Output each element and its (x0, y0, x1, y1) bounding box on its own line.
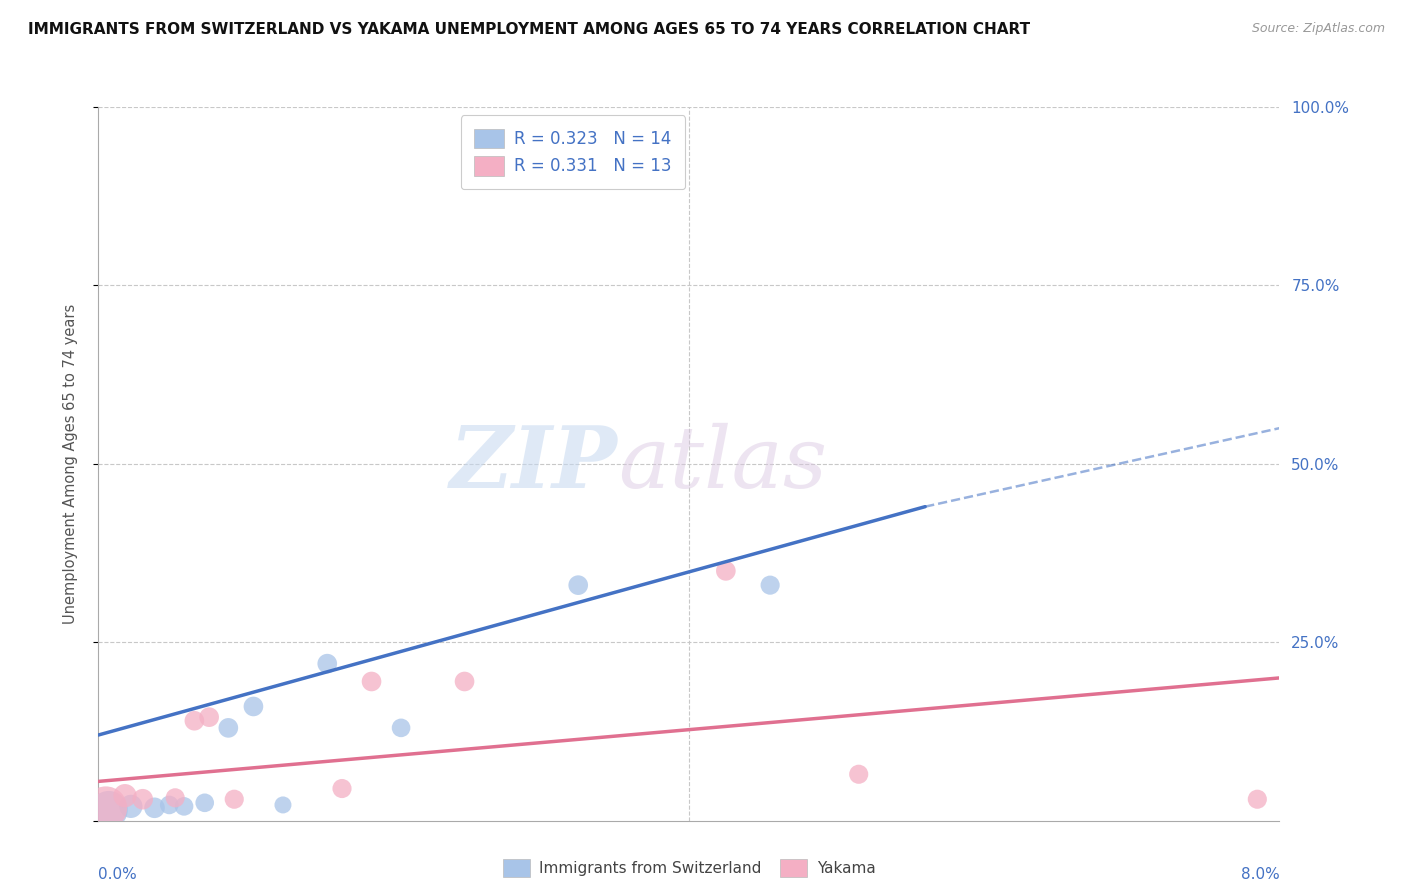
Point (183, 714, 205, 728)
Point (1246, 792, 1268, 806)
Point (242, 699, 264, 714)
Point (132, 792, 155, 806)
Point (453, 674, 475, 689)
Point (759, 578, 782, 592)
Point (194, 796, 217, 810)
Point (157, 797, 180, 812)
Point (120, 799, 142, 814)
Point (97, 803, 120, 817)
Point (316, 657, 339, 671)
Point (165, 790, 187, 805)
Point (114, 789, 136, 803)
Point (714, 564, 737, 578)
Point (173, 799, 195, 814)
Point (567, 578, 589, 592)
Text: Source: ZipAtlas.com: Source: ZipAtlas.com (1251, 22, 1385, 36)
Text: 8.0%: 8.0% (1240, 867, 1279, 882)
Point (217, 721, 239, 735)
Point (360, 674, 382, 689)
Point (389, 721, 412, 735)
Legend: Immigrants from Switzerland, Yakama: Immigrants from Switzerland, Yakama (495, 852, 883, 884)
Point (224, 792, 246, 806)
Point (330, 781, 353, 796)
Point (198, 710, 221, 724)
Point (143, 801, 166, 815)
Text: atlas: atlas (619, 423, 827, 505)
Text: IMMIGRANTS FROM SWITZERLAND VS YAKAMA UNEMPLOYMENT AMONG AGES 65 TO 74 YEARS COR: IMMIGRANTS FROM SWITZERLAND VS YAKAMA UN… (28, 22, 1031, 37)
Point (271, 797, 294, 812)
Y-axis label: Unemployment Among Ages 65 to 74 years: Unemployment Among Ages 65 to 74 years (63, 303, 77, 624)
Point (605, 136, 627, 150)
Point (848, 767, 870, 781)
Text: 0.0%: 0.0% (98, 867, 138, 882)
Point (94, 801, 117, 815)
Text: ZIP: ZIP (450, 422, 619, 506)
